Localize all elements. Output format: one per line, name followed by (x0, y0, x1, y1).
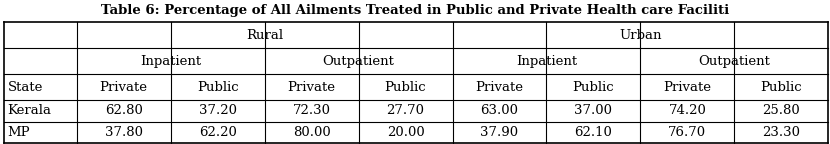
Text: 62.80: 62.80 (105, 104, 143, 117)
Text: Inpatient: Inpatient (140, 55, 201, 68)
Text: 23.30: 23.30 (763, 126, 800, 139)
Text: 72.30: 72.30 (292, 104, 330, 117)
Text: Table 6: Percentage of All Ailments Treated in Public and Private Health care Fa: Table 6: Percentage of All Ailments Trea… (101, 4, 729, 17)
Text: Kerala: Kerala (7, 104, 51, 117)
Text: Outpatient: Outpatient (323, 55, 394, 68)
Text: MP: MP (7, 126, 30, 139)
Text: 63.00: 63.00 (481, 104, 519, 117)
Text: 76.70: 76.70 (668, 126, 706, 139)
Text: 25.80: 25.80 (763, 104, 800, 117)
Text: 74.20: 74.20 (668, 104, 706, 117)
Text: 62.20: 62.20 (198, 126, 237, 139)
Text: State: State (7, 81, 43, 94)
Text: Private: Private (476, 81, 524, 94)
Text: 37.80: 37.80 (105, 126, 143, 139)
Text: 80.00: 80.00 (293, 126, 330, 139)
Text: Inpatient: Inpatient (516, 55, 577, 68)
Text: Private: Private (663, 81, 711, 94)
Text: 20.00: 20.00 (387, 126, 424, 139)
Text: Public: Public (385, 81, 427, 94)
Text: Outpatient: Outpatient (698, 55, 770, 68)
Text: Private: Private (100, 81, 148, 94)
Text: Rural: Rural (246, 29, 283, 42)
Text: Urban: Urban (619, 29, 662, 42)
Text: 37.90: 37.90 (481, 126, 519, 139)
Text: Public: Public (760, 81, 802, 94)
Text: 62.10: 62.10 (574, 126, 613, 139)
Text: Public: Public (197, 81, 238, 94)
Text: 27.70: 27.70 (387, 104, 424, 117)
Text: Public: Public (573, 81, 614, 94)
Text: 37.20: 37.20 (198, 104, 237, 117)
Text: 37.00: 37.00 (574, 104, 613, 117)
Text: Private: Private (287, 81, 335, 94)
